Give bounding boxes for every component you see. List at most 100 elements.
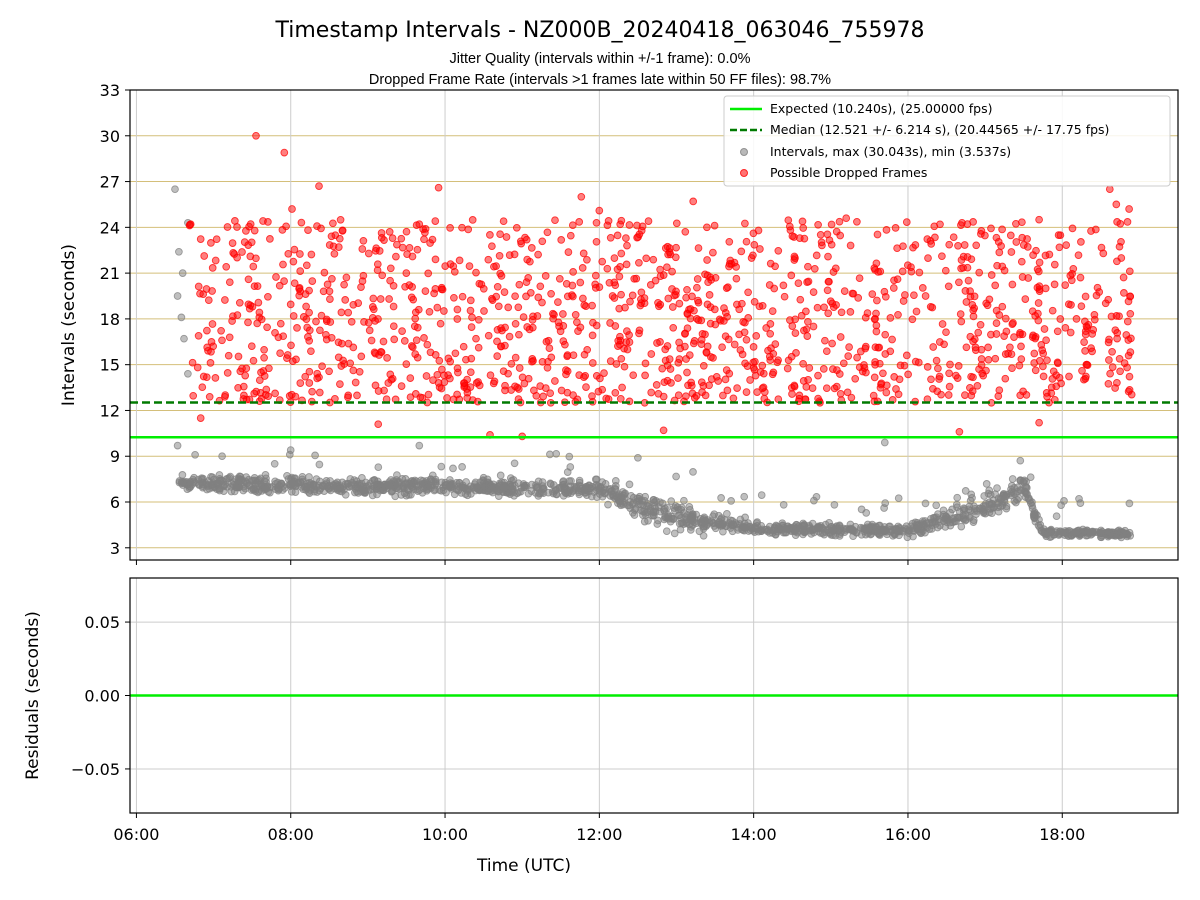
dropped-frame-point <box>203 326 211 335</box>
dropped-frame-point <box>523 255 532 264</box>
dropped-frame-point <box>246 220 255 228</box>
dropped-frame-point <box>969 312 978 321</box>
dropped-frame-point <box>621 303 629 312</box>
dropped-frame-point <box>421 287 430 295</box>
dropped-frame-point <box>1117 254 1126 262</box>
dropped-frame-point <box>623 241 631 250</box>
dropped-frame-point <box>413 353 422 362</box>
dropped-frame-point <box>554 298 562 306</box>
dropped-frame-point <box>504 369 512 378</box>
interval-point <box>625 480 634 489</box>
dropped-frame-point <box>880 287 889 296</box>
dropped-frame-point <box>804 277 813 286</box>
dropped-frame-point <box>338 227 347 235</box>
dropped-frame-point <box>563 292 572 301</box>
dropped-frame-point <box>689 339 698 348</box>
interval-point <box>714 511 723 520</box>
dropped-frame-point <box>1041 251 1050 260</box>
dropped-frame-point <box>515 330 523 339</box>
dropped-frame-point <box>305 308 313 317</box>
dropped-frame-point <box>592 218 601 227</box>
interval-point <box>961 487 970 495</box>
dropped-frame-point <box>276 319 285 328</box>
dropped-frame-point <box>472 334 480 343</box>
dropped-frame-point <box>280 148 289 157</box>
interval-point <box>311 451 319 460</box>
dropped-frame-point <box>547 289 555 298</box>
dropped-frame-point <box>337 308 346 317</box>
dropped-frame-point <box>1050 280 1059 289</box>
interval-point <box>881 526 889 535</box>
dropped-frame-point <box>313 369 322 378</box>
interval-point <box>680 496 688 505</box>
dropped-frame-point <box>317 311 326 320</box>
dropped-frame-point <box>693 275 702 283</box>
dropped-frame-point <box>661 356 670 365</box>
dropped-frame-point <box>302 315 311 324</box>
interval-point <box>772 522 781 531</box>
dropped-frame-point <box>908 315 917 324</box>
dropped-frame-point <box>987 271 996 279</box>
dropped-frame-point <box>342 273 351 282</box>
interval-point <box>793 528 802 537</box>
dropped-frame-point <box>610 278 619 287</box>
interval-point <box>437 486 446 495</box>
dropped-frame-point <box>405 281 414 289</box>
dropped-frame-point <box>211 374 220 382</box>
dropped-frame-point <box>1088 347 1096 356</box>
dropped-frame-point <box>543 363 552 372</box>
dropped-frame-point <box>941 266 950 275</box>
interval-point <box>852 528 861 537</box>
dropped-frame-point <box>1067 276 1076 285</box>
interval-point <box>740 526 749 535</box>
dropped-frame-point <box>223 369 232 377</box>
interval-point <box>670 529 679 538</box>
dropped-frame-point <box>525 325 534 334</box>
dropped-frame-point <box>703 223 711 232</box>
dropped-frame-point <box>383 354 391 362</box>
dropped-frame-point <box>603 264 612 273</box>
dropped-frame-point <box>1108 347 1116 356</box>
dropped-frame-point <box>474 315 483 324</box>
dropped-frame-point <box>588 392 596 400</box>
dropped-frame-point <box>562 366 570 374</box>
dropped-frame-point <box>519 313 528 321</box>
interval-point <box>234 474 243 483</box>
dropped-frame-point <box>977 361 986 369</box>
dropped-frame-point <box>344 393 352 402</box>
dropped-frame-point <box>1061 323 1070 332</box>
intervals-y-axis-label: Intervals (seconds) <box>59 244 79 406</box>
interval-point <box>880 438 889 447</box>
dropped-frame-point <box>604 217 613 225</box>
dropped-frame-point <box>512 223 521 232</box>
dropped-frame-point <box>591 284 600 292</box>
interval-point <box>880 504 888 512</box>
dropped-frame-point <box>545 344 554 353</box>
dropped-frame-point <box>486 371 495 380</box>
dropped-frame-point <box>658 364 667 373</box>
dropped-frame-point <box>550 310 558 319</box>
dropped-frame-point <box>963 253 972 261</box>
dropped-frame-point <box>307 250 316 259</box>
interval-point <box>291 474 299 483</box>
dropped-frame-point <box>600 369 608 377</box>
dropped-frame-point <box>803 332 812 340</box>
x-tick-label: 06:00 <box>113 825 159 844</box>
dropped-frame-point <box>987 330 995 339</box>
interval-point <box>546 479 555 488</box>
dropped-frame-point <box>238 248 246 256</box>
interval-point <box>598 478 607 486</box>
dropped-frame-point <box>730 340 739 349</box>
dropped-frame-point <box>836 389 845 398</box>
dropped-frame-point <box>435 356 444 365</box>
dropped-frame-point <box>949 233 958 242</box>
dropped-frame-point <box>569 268 577 276</box>
dropped-frame-point <box>301 372 310 381</box>
dropped-frame-point <box>634 233 642 241</box>
dropped-frame-point <box>252 131 260 140</box>
interval-point <box>227 487 236 496</box>
interval-point <box>180 479 188 488</box>
dropped-frame-point <box>1115 354 1124 363</box>
dropped-frame-point <box>551 216 559 225</box>
interval-point <box>733 526 742 534</box>
